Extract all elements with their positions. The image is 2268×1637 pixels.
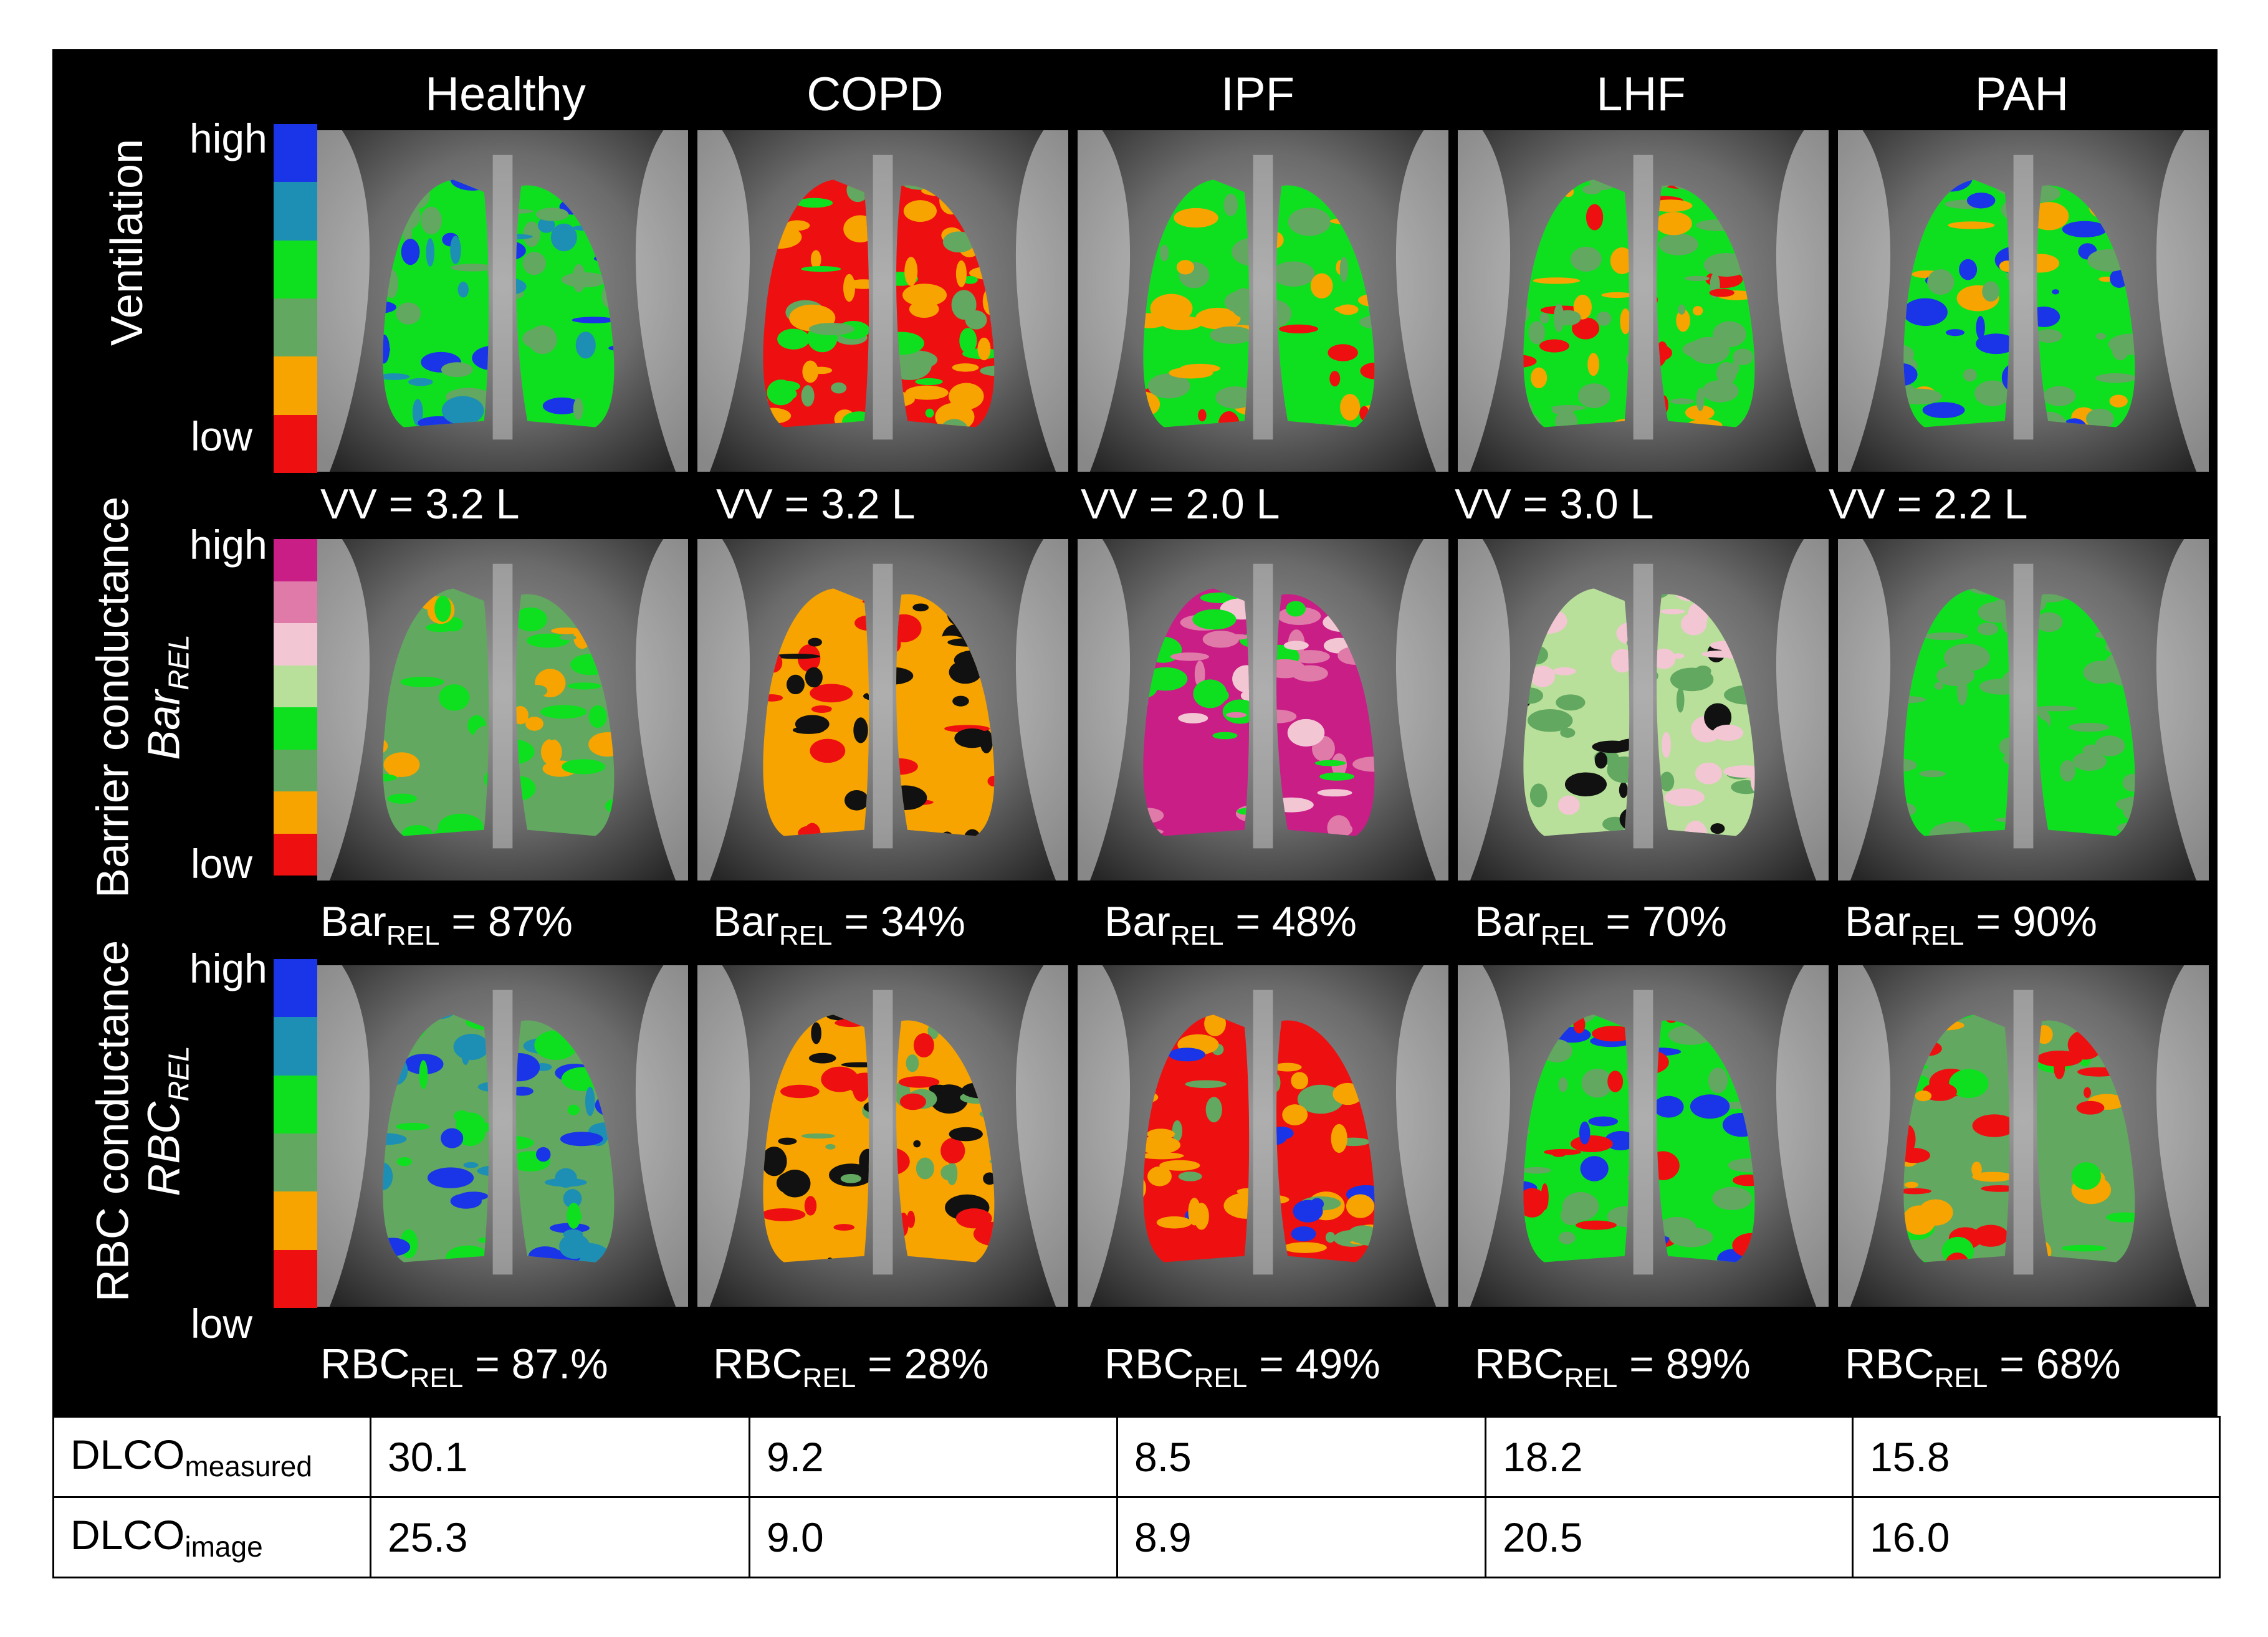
table-label-measured: DLCOmeasured: [52, 1416, 371, 1498]
lung-map-barrier-ipf: [1078, 539, 1448, 881]
column-header-healthy: Healthy: [425, 68, 586, 121]
table-cell: 20.5: [1485, 1496, 1854, 1578]
scale-high-barrier: high: [189, 522, 267, 568]
lung-map-ventilation-ipf: [1078, 130, 1448, 472]
colorbar-swatch: [274, 1017, 317, 1076]
figure-panel: Healthy COPD IPF LHF PAH Ventilation Bar…: [52, 49, 2218, 1416]
colorbar-swatch: [274, 665, 317, 707]
lung-map-rbc-pah: [1838, 965, 2209, 1307]
metric-ventilation-copd: VV = 3.2 L: [716, 480, 916, 528]
lung-map-rbc-ipf: [1078, 965, 1448, 1307]
row-label-barrier: Barrier conductance BarREL: [87, 497, 204, 898]
metric-ventilation-lhf: VV = 3.0 L: [1455, 480, 1654, 528]
colorbar-swatch: [274, 707, 317, 750]
lung-map-ventilation-pah: [1838, 130, 2209, 472]
metric-barrier-healthy: BarREL = 87%: [320, 898, 573, 951]
metric-rbc-lhf: RBCREL = 89%: [1475, 1340, 1751, 1393]
dlco-table: DLCOmeasured 30.1 9.2 8.5 18.2 15.8 DLCO…: [52, 1416, 2221, 1578]
colorbar-swatch: [274, 749, 317, 791]
colorbar-swatch: [274, 581, 317, 623]
colorbar-swatch: [274, 1191, 317, 1250]
lung-map-rbc-healthy: [317, 965, 688, 1307]
table-cell: 9.0: [749, 1496, 1118, 1578]
row-label-rbc-text: RBC conductance: [88, 940, 138, 1302]
lung-map-rbc-copd: [697, 965, 1068, 1307]
colorbar-swatch: [274, 182, 317, 241]
lung-map-barrier-copd: [697, 539, 1068, 881]
lung-map-barrier-pah: [1838, 539, 2209, 881]
colorbar-swatch: [274, 298, 317, 357]
lung-map-ventilation-healthy: [317, 130, 688, 472]
scale-low-barrier: low: [191, 841, 253, 887]
metric-ventilation-healthy: VV = 3.2 L: [320, 480, 520, 528]
colorbar-swatch: [274, 1133, 317, 1192]
metric-barrier-pah: BarREL = 90%: [1845, 898, 2098, 951]
colorbar-ventilation: [274, 124, 317, 473]
table-cell: 8.5: [1116, 1416, 1486, 1498]
scale-high-ventilation: high: [189, 115, 267, 161]
table-cell: 8.9: [1116, 1496, 1486, 1578]
metric-barrier-lhf: BarREL = 70%: [1475, 898, 1728, 951]
table-cell: 25.3: [370, 1496, 750, 1578]
row-label-ventilation-text: Ventilation: [102, 138, 152, 346]
colorbar-swatch: [274, 833, 317, 876]
row-label-rbc: RBC conductance RBCREL: [87, 940, 204, 1302]
table-label-image: DLCOimage: [52, 1496, 371, 1578]
colorbar-swatch: [274, 623, 317, 666]
metric-rbc-healthy: RBCREL = 87.%: [320, 1340, 608, 1393]
scale-low-rbc: low: [191, 1301, 253, 1347]
table-cell: 18.2: [1485, 1416, 1854, 1498]
column-header-lhf: LHF: [1596, 68, 1686, 121]
colorbar-swatch: [274, 959, 317, 1018]
metric-ventilation-pah: VV = 2.2 L: [1829, 480, 2028, 528]
colorbar-swatch: [274, 791, 317, 834]
colorbar-swatch: [274, 124, 317, 183]
colorbar-swatch: [274, 414, 317, 473]
row-sublabel-rbc: RBCREL: [139, 1046, 195, 1196]
metric-ventilation-ipf: VV = 2.0 L: [1081, 480, 1280, 528]
table-cell: 16.0: [1852, 1496, 2221, 1578]
metric-rbc-copd: RBCREL = 28%: [713, 1340, 989, 1393]
lung-map-ventilation-lhf: [1458, 130, 1829, 472]
colorbar-swatch: [274, 539, 317, 581]
colorbar-rbc: [274, 959, 317, 1308]
column-header-copd: COPD: [806, 68, 944, 121]
table-cell: 30.1: [370, 1416, 750, 1498]
column-header-pah: PAH: [1974, 68, 2069, 121]
colorbar-barrier: [274, 539, 317, 876]
colorbar-swatch: [274, 1249, 317, 1308]
row-label-ventilation: Ventilation: [102, 139, 153, 346]
lung-map-barrier-healthy: [317, 539, 688, 881]
table-row: DLCOimage 25.3 9.0 8.9 20.5 16.0: [52, 1496, 2221, 1578]
lung-map-ventilation-copd: [697, 130, 1068, 472]
scale-high-rbc: high: [189, 945, 267, 991]
metric-barrier-copd: BarREL = 34%: [713, 898, 966, 951]
table-cell: 9.2: [749, 1416, 1118, 1498]
colorbar-swatch: [274, 240, 317, 298]
metric-barrier-ipf: BarREL = 48%: [1104, 898, 1357, 951]
row-label-barrier-text: Barrier conductance: [88, 496, 138, 899]
colorbar-swatch: [274, 356, 317, 415]
scale-low-ventilation: low: [191, 413, 253, 459]
metric-rbc-pah: RBCREL = 68%: [1845, 1340, 2121, 1393]
metric-rbc-ipf: RBCREL = 49%: [1104, 1340, 1380, 1393]
table-cell: 15.8: [1852, 1416, 2221, 1498]
lung-map-rbc-lhf: [1458, 965, 1829, 1307]
column-header-ipf: IPF: [1220, 68, 1295, 121]
colorbar-swatch: [274, 1075, 317, 1133]
lung-map-barrier-lhf: [1458, 539, 1829, 881]
table-row: DLCOmeasured 30.1 9.2 8.5 18.2 15.8: [52, 1416, 2221, 1498]
